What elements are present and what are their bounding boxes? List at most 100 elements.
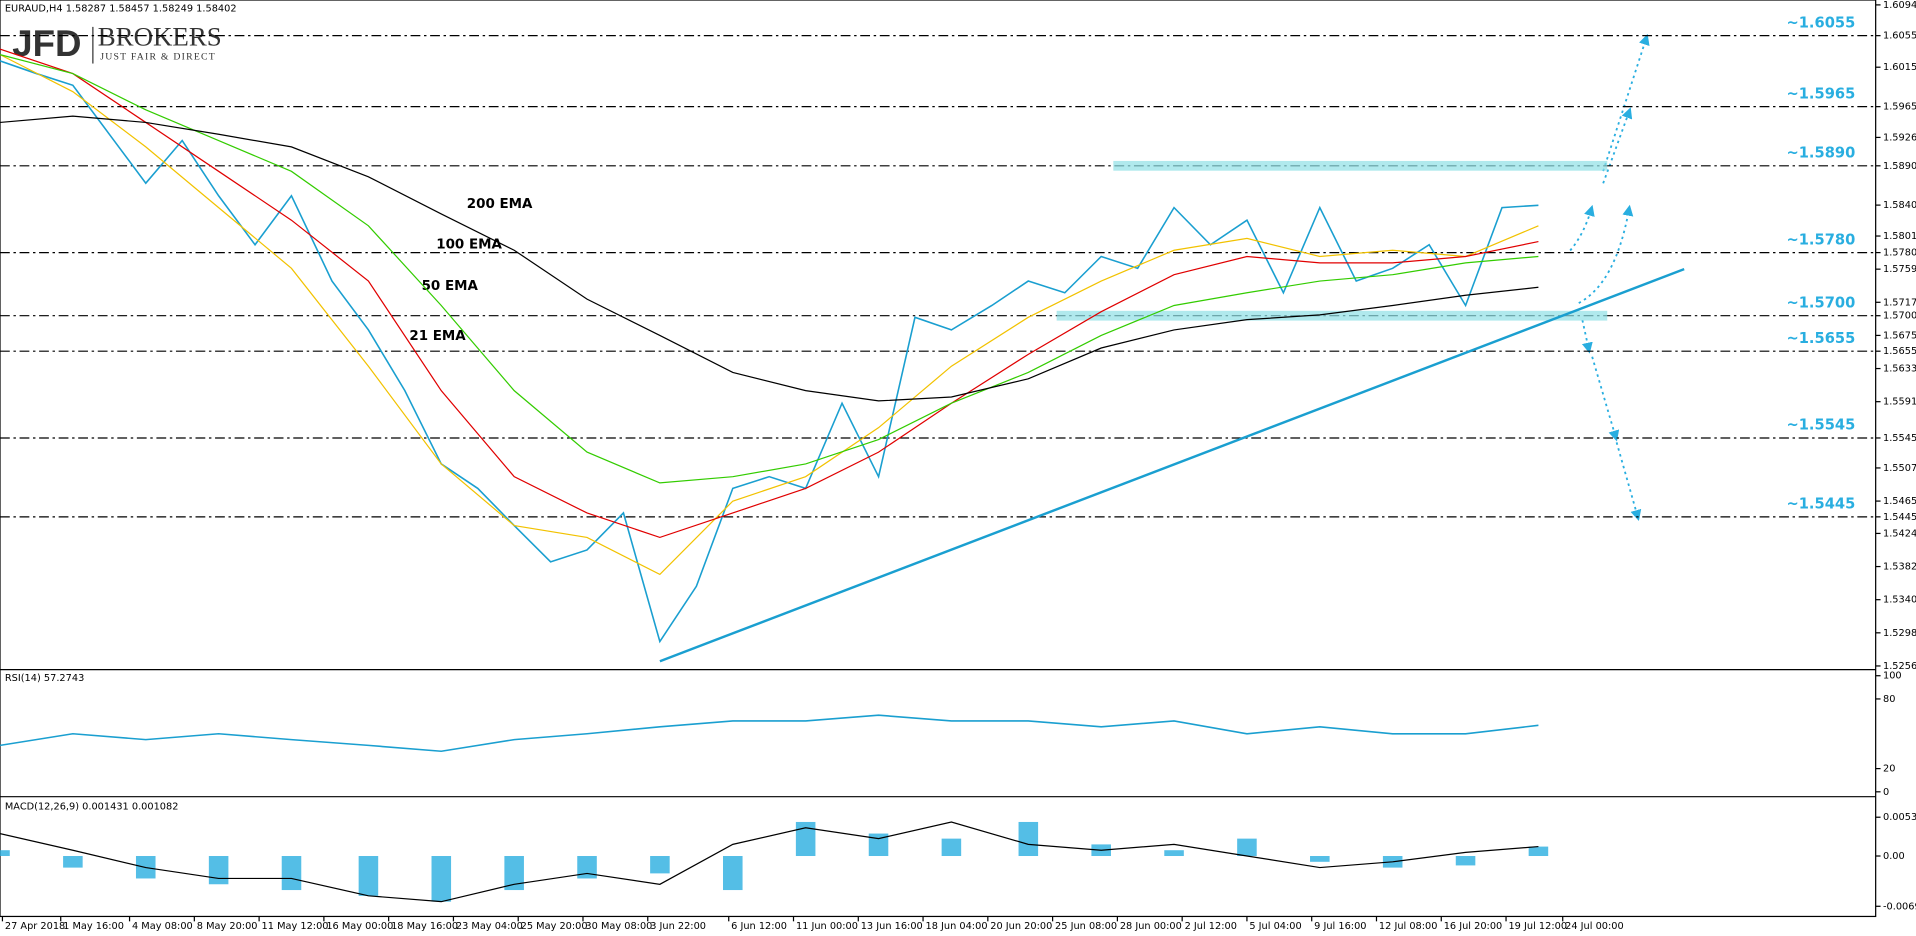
x-tick-label: 4 May 08:00: [132, 921, 193, 932]
logo-brand: JFD: [12, 23, 81, 64]
y-tick-label: 1.60150: [1883, 62, 1916, 73]
logo: JFD BROKERS JUST FAIR & DIRECT: [12, 21, 222, 64]
panel-title: MACD(12,26,9) 0.001431 0.001082: [5, 801, 179, 812]
price-line: [0, 60, 1539, 644]
y-tick-label: 1.58402: [1883, 200, 1916, 211]
y-tick-label: 1.60550: [1883, 31, 1916, 42]
signal-line: [0, 821, 1539, 903]
x-tick-label: 13 Jun 16:00: [861, 921, 923, 932]
histogram-bar: [1164, 850, 1184, 857]
y-tick-label: 1.54450: [1883, 512, 1916, 523]
y-tick-label: 1.56550: [1883, 346, 1916, 357]
x-tick-label: 25 May 20:00: [521, 921, 588, 932]
x-tick-label: 3 Jun 22:00: [650, 921, 706, 932]
series-line: [0, 54, 1539, 576]
histogram-bar: [723, 856, 743, 891]
level-label: ~1.5445: [1786, 496, 1855, 513]
y-tick-label: 1.60940: [1883, 0, 1916, 11]
trendline: [659, 268, 1685, 663]
y-tick-label: 1.55070: [1883, 463, 1916, 474]
histogram-bar: [650, 856, 670, 874]
x-tick-label: 5 Jul 04:00: [1249, 921, 1301, 932]
x-tick-label: 12 Jul 08:00: [1379, 921, 1438, 932]
histogram-bar: [1018, 821, 1039, 857]
histogram-bar: [63, 856, 83, 868]
series-label: 200 EMA: [467, 197, 533, 212]
x-tick-label: 23 May 04:00: [456, 921, 523, 932]
x-tick-label: 9 Jul 16:00: [1314, 921, 1366, 932]
y-tick-label: 1.52560: [1883, 661, 1916, 672]
histogram-bar: [868, 833, 889, 857]
histogram-bar: [431, 856, 452, 902]
arrow: [1602, 33, 1650, 172]
y-tick-label: 1.57590: [1883, 264, 1916, 275]
y-tick-label: 1.52980: [1883, 628, 1916, 639]
x-tick-label: 27 Apr 2018: [5, 921, 65, 932]
y-tick-label: 0.005354: [1883, 812, 1916, 823]
arrow: [1581, 319, 1593, 354]
logo-tagline: JUST FAIR & DIRECT: [100, 52, 216, 63]
level-label: ~1.5700: [1786, 294, 1855, 311]
series-line: [0, 714, 1539, 753]
x-tick-label: 19 Jul 12:00: [1508, 921, 1567, 932]
x-tick-label: 6 Jun 12:00: [731, 921, 787, 932]
y-tick-label: 1.56750: [1883, 330, 1916, 341]
y-tick-label: 1.57000: [1883, 311, 1916, 322]
y-tick-label: 20: [1883, 764, 1895, 775]
level-label: ~1.5655: [1786, 330, 1855, 347]
y-tick-label: 1.58010: [1883, 231, 1916, 242]
y-tick-label: 1.54240: [1883, 528, 1916, 539]
panel-title: EURAUD,H4 1.58287 1.58457 1.58249 1.5840…: [5, 4, 237, 15]
histogram-bar: [0, 850, 10, 857]
x-tick-label: 16 May 00:00: [326, 921, 393, 932]
y-tick-label: 1.55450: [1883, 433, 1916, 444]
arrow: [1578, 204, 1634, 304]
series-line: [0, 115, 1539, 402]
histogram-bar: [208, 856, 229, 885]
series-label: 50 EMA: [422, 279, 479, 294]
arrow: [1615, 442, 1642, 521]
y-tick-label: 1.58900: [1883, 161, 1916, 172]
level-label: ~1.5890: [1786, 145, 1855, 162]
panel-title: RSI(14) 57.2743: [5, 673, 84, 684]
arrow: [1569, 204, 1595, 252]
x-tick-label: 18 Jun 04:00: [926, 921, 988, 932]
histogram-bar: [1237, 838, 1257, 857]
series-label: 21 EMA: [409, 329, 466, 344]
zone: [1113, 160, 1608, 171]
y-tick-label: 1.56330: [1883, 364, 1916, 375]
x-tick-label: 30 May 08:00: [585, 921, 652, 932]
y-tick-label: 1.53820: [1883, 562, 1916, 573]
x-tick-label: 28 Jun 00:00: [1120, 921, 1182, 932]
arrow: [1591, 356, 1620, 442]
zone: [1056, 310, 1608, 321]
level-label: ~1.5780: [1786, 231, 1855, 248]
level-label: ~1.5965: [1786, 85, 1855, 102]
histogram-bar: [504, 856, 524, 891]
x-tick-label: 8 May 20:00: [197, 921, 258, 932]
series-line: [0, 54, 1539, 484]
x-tick-label: 18 May 16:00: [391, 921, 458, 932]
y-tick-label: 1.57170: [1883, 297, 1916, 308]
y-tick-label: 1.57800: [1883, 248, 1916, 259]
x-tick-label: 11 Jun 00:00: [796, 921, 858, 932]
series-label: 100 EMA: [436, 237, 502, 252]
y-tick-label: 0: [1883, 787, 1889, 798]
forecast-arrows: [1569, 33, 1650, 521]
histogram-bar: [795, 821, 816, 857]
y-tick-label: -0.00694: [1883, 901, 1916, 912]
histogram-bar: [1310, 856, 1330, 862]
x-tick-label: 24 Jul 00:00: [1565, 921, 1624, 932]
histogram-bar: [358, 856, 379, 896]
y-tick-label: 80: [1883, 694, 1895, 705]
histogram-bar: [1455, 856, 1476, 866]
x-tick-label: 16 Jul 20:00: [1444, 921, 1503, 932]
logo-name: BROKERS: [98, 21, 222, 51]
plot-frame: [0, 0, 1877, 918]
histogram-bar: [577, 856, 597, 879]
x-tick-label: 20 Jun 20:00: [990, 921, 1052, 932]
x-tick-label: 1 May 16:00: [63, 921, 124, 932]
x-tick-label: 11 May 12:00: [262, 921, 329, 932]
